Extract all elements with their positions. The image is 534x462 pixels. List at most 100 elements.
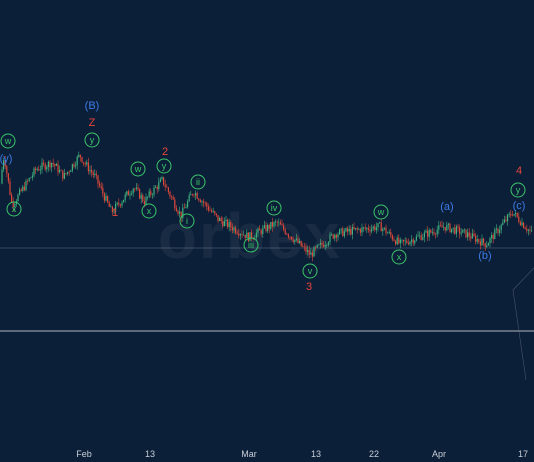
candle-body <box>430 229 432 233</box>
x-tick-label: 17 <box>518 449 528 459</box>
candle-body <box>211 210 213 212</box>
candle-body <box>475 235 477 242</box>
wave-label-circled[interactable]: y <box>84 132 100 148</box>
candle-body <box>516 212 518 217</box>
wave-label-circled[interactable]: ii <box>190 174 206 190</box>
candle-body <box>375 227 377 231</box>
wave-label-circled[interactable]: i <box>179 213 195 229</box>
candle-body <box>268 225 270 229</box>
wave-label-text[interactable]: (c) <box>513 200 526 212</box>
candle-body <box>161 177 163 180</box>
wave-label-circled[interactable]: v <box>302 263 318 279</box>
candle-body <box>222 221 224 227</box>
channel-line-upper[interactable] <box>512 267 534 291</box>
wave-label-text[interactable]: (a) <box>440 201 453 213</box>
candle-body <box>155 186 157 188</box>
candle-body <box>244 234 246 239</box>
candle-body <box>68 171 70 173</box>
candlestick-series <box>1 151 533 262</box>
candle-body <box>123 199 125 203</box>
candle-body <box>78 154 80 157</box>
candle-body <box>47 161 49 168</box>
x-tick-label: 22 <box>369 449 379 459</box>
wave-label-circled[interactable]: x <box>141 203 157 219</box>
wave-label-text[interactable]: (b) <box>478 250 491 262</box>
wave-label-circled[interactable]: iv <box>266 200 282 216</box>
wave-label-text: w <box>4 136 12 146</box>
candle-body <box>319 242 321 245</box>
candle-body <box>324 245 326 247</box>
candle-body <box>134 188 136 190</box>
candle-body <box>46 167 48 170</box>
candle-body <box>428 229 430 237</box>
candle-body <box>19 189 21 195</box>
candle-body <box>284 229 286 234</box>
candle-body <box>436 229 438 235</box>
candle-body <box>511 215 513 216</box>
candle-body <box>198 198 200 201</box>
candle-body <box>236 232 238 234</box>
wave-label-text[interactable]: 3 <box>306 281 312 293</box>
candle-body <box>180 211 182 219</box>
candle-body <box>87 162 89 172</box>
candle-body <box>495 228 497 230</box>
candle-body <box>273 222 275 227</box>
candle-body <box>65 173 67 174</box>
candle-body <box>35 168 37 171</box>
candle-body <box>231 227 233 231</box>
candle-body <box>342 228 344 237</box>
wave-label-circled[interactable]: y <box>156 158 172 174</box>
candle-body <box>94 173 96 175</box>
candle-body <box>523 222 525 229</box>
wave-label-text[interactable]: (B) <box>85 100 100 112</box>
candle-body <box>159 179 161 183</box>
candle-body <box>11 194 13 202</box>
candle-body <box>110 206 112 208</box>
candle-body <box>116 202 118 204</box>
candle-body <box>521 222 523 226</box>
candle-body <box>438 225 440 230</box>
wave-label-text: y <box>90 135 95 145</box>
candle-body <box>484 243 486 248</box>
channel-line-lower[interactable] <box>512 289 527 381</box>
candle-body <box>249 232 251 241</box>
wave-label-text[interactable]: 1 <box>112 207 118 219</box>
wave-label-circled[interactable]: y <box>510 182 526 198</box>
wave-label-circled[interactable]: x <box>391 249 407 265</box>
x-tick-label: Apr <box>432 449 446 459</box>
wave-label-text[interactable]: 4 <box>516 165 522 177</box>
wave-label-circled[interactable]: w <box>0 133 16 149</box>
candle-body <box>209 210 211 211</box>
candle-body <box>267 225 269 232</box>
wave-label-circled[interactable]: w <box>130 161 146 177</box>
candle-body <box>135 187 137 189</box>
wave-label-text[interactable]: 2 <box>162 146 168 158</box>
candle-body <box>443 227 445 228</box>
candle-body <box>279 222 281 225</box>
candle-body <box>380 222 382 232</box>
candle-body <box>359 229 361 233</box>
wave-label-text: y <box>162 161 167 171</box>
candle-body <box>55 164 57 166</box>
candle-body <box>151 194 153 196</box>
candle-body <box>387 232 389 234</box>
wave-label-text[interactable]: Z <box>89 117 96 129</box>
candle-body <box>350 229 352 235</box>
candle-body <box>182 207 184 219</box>
candle-body <box>358 229 360 230</box>
wave-label-circled[interactable]: x <box>6 201 22 217</box>
wave-label-text[interactable]: (y) <box>0 153 12 165</box>
wave-label-circled[interactable]: w <box>373 204 389 220</box>
wave-label-circle <box>190 174 206 190</box>
candle-body <box>497 228 499 233</box>
candle-body <box>166 186 168 188</box>
candle-body <box>524 228 526 230</box>
candle-body <box>316 244 318 248</box>
candle-body <box>25 180 27 191</box>
wave-label-text: x <box>397 252 402 262</box>
wave-label-circled[interactable]: iii <box>243 237 259 253</box>
candle-body <box>409 241 411 245</box>
wave-label-circle <box>510 182 526 198</box>
candle-body <box>467 232 469 238</box>
candle-body <box>473 233 475 236</box>
